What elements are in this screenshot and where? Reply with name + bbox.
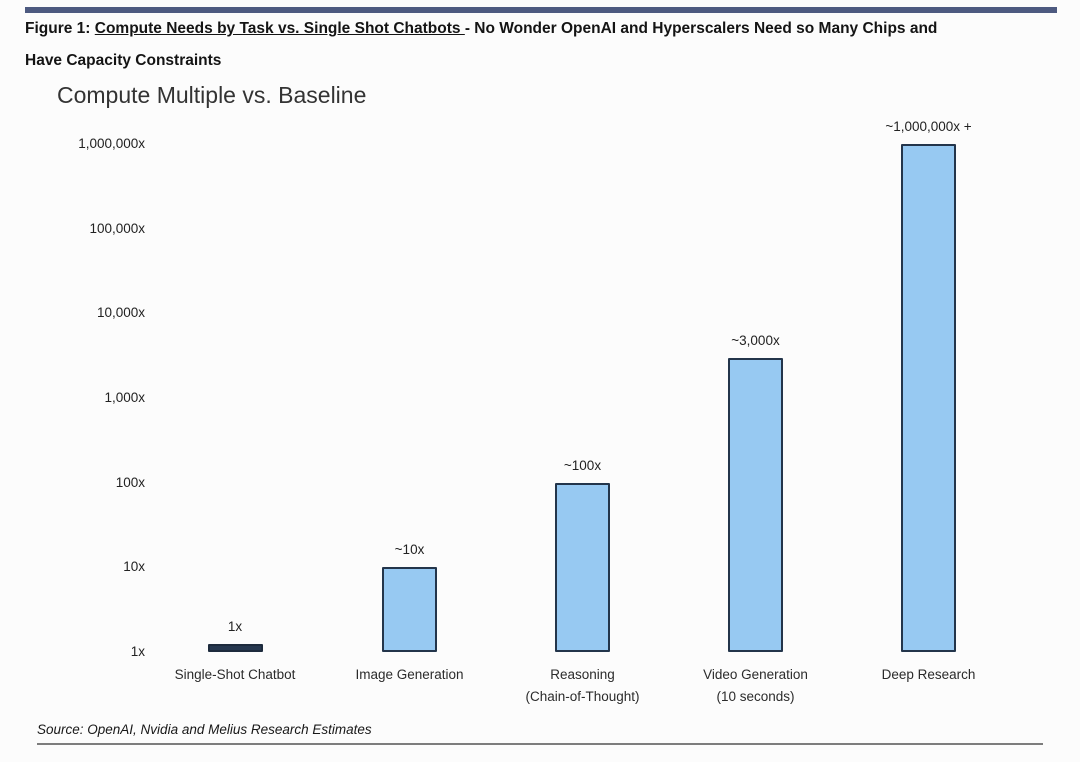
bar-value-label-reasoning-chain-of-thought: ~100x [563, 457, 602, 473]
x-axis-label-deep-research: Deep Research [881, 667, 976, 682]
x-axis-label-reasoning: Reasoning [550, 667, 615, 682]
x-axis-label-video-generation-line2: (10 seconds) [716, 689, 795, 704]
bar-reasoning-chain-of-thought [555, 482, 610, 652]
y-axis-tick-1x: 1x [130, 644, 145, 659]
bar-single-shot-chatbot [207, 644, 263, 652]
x-axis-label-video-generation: Video Generation [703, 667, 808, 682]
x-axis-label-reasoning-line2: (Chain-of-Thought) [525, 689, 640, 704]
y-axis-tick-10x: 10x [123, 559, 145, 575]
bar-image-generation [382, 567, 437, 652]
y-axis-tick-1-000x: 1,000x [104, 390, 145, 405]
bar-deep-research [901, 144, 956, 652]
figure-caption-underlined-title: Compute Needs by Task vs. Single Shot Ch… [94, 20, 465, 37]
figure-caption-prefix: Figure 1: [25, 20, 95, 37]
top-divider [25, 7, 1057, 13]
x-axis-label-image-generation: Image Generation [355, 667, 464, 682]
figure-caption-rest: - No Wonder OpenAI and Hyperscalers Need… [464, 20, 938, 37]
bar-value-label-video-generation-10-seconds: ~3,000x [731, 332, 780, 348]
source-note: Source: OpenAI, Nvidia and Melius Resear… [37, 722, 372, 737]
figure-caption: Figure 1: Compute Needs by Task vs. Sing… [25, 13, 1057, 77]
bar-video-generation-10-seconds [728, 357, 783, 652]
chart-title: Compute Multiple vs. Baseline [57, 82, 367, 108]
bar-value-label-image-generation: ~10x [394, 542, 425, 558]
x-axis-label-single-shot-chatbot: Single-Shot Chatbot [174, 667, 296, 682]
y-axis-tick-100-000x: 100,000x [89, 220, 145, 236]
figure-caption-rest-line2: Have Capacity Constraints [25, 52, 222, 69]
bottom-divider [37, 743, 1043, 745]
y-axis-tick-10-000x: 10,000x [96, 305, 145, 321]
bar-value-label-single-shot-chatbot: 1x [227, 619, 243, 634]
y-axis-tick-1-000-000x: 1,000,000x [78, 136, 145, 151]
y-axis-tick-100x: 100x [115, 474, 145, 490]
bar-value-label-deep-research: ~1,000,000x + [885, 119, 972, 134]
